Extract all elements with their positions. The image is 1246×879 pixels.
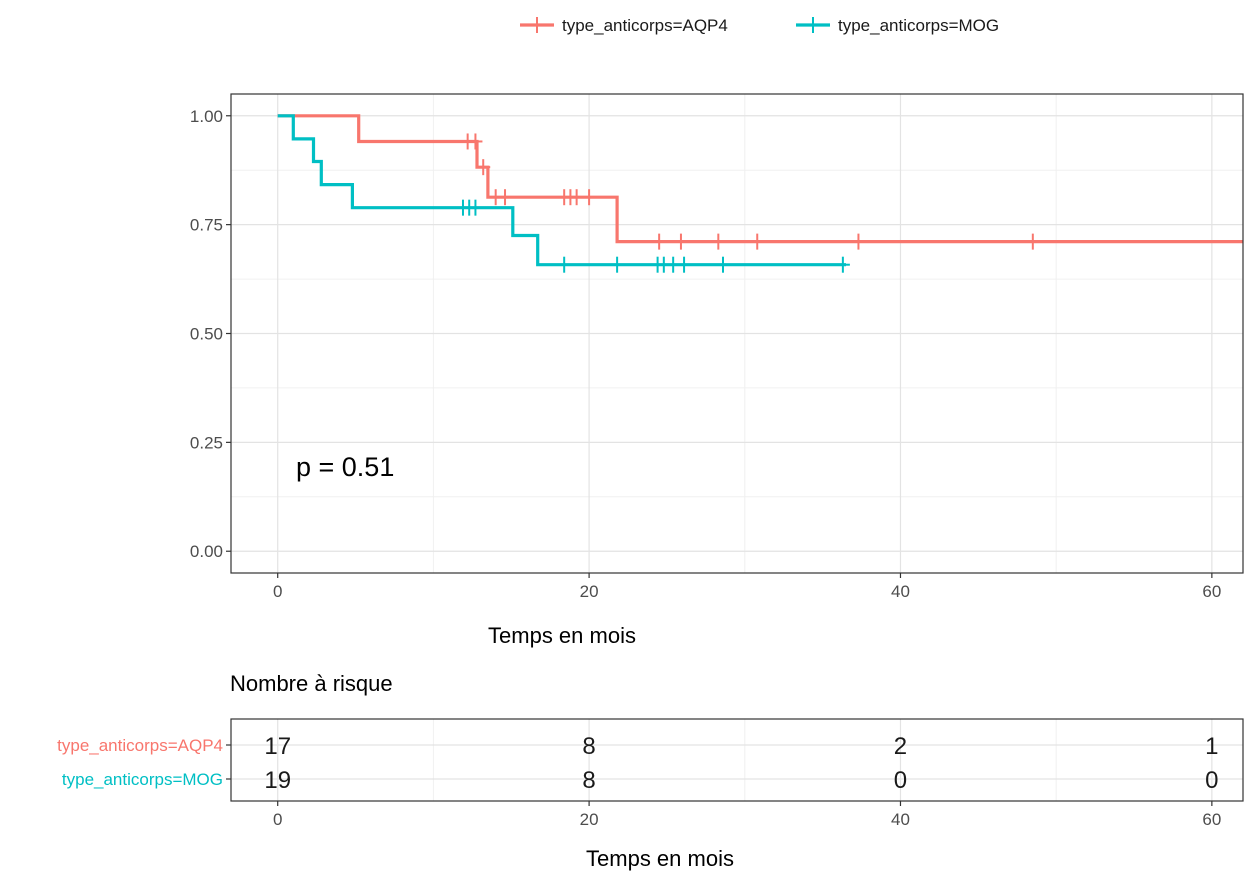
x-axis-title: Temps en mois — [488, 623, 636, 648]
legend-label: type_anticorps=AQP4 — [562, 16, 728, 35]
censor-mark — [652, 233, 667, 250]
censor-mark — [582, 189, 597, 206]
risk-x-tick-label: 40 — [891, 810, 910, 829]
risk-count: 1 — [1205, 733, 1218, 760]
risk-x-tick-label: 60 — [1202, 810, 1221, 829]
risk-table-panel — [231, 719, 1243, 801]
censor-mark — [476, 159, 491, 176]
risk-table-title: Nombre à risque — [230, 671, 393, 696]
censor-mark — [750, 233, 765, 250]
survival-plot: 0 20 40 60 0.00 0.25 0.50 0.75 1.00 p = 0.51 Tem… — [190, 93, 1244, 648]
y-tick-label: 0.75 — [190, 216, 223, 235]
risk-count: 19 — [264, 767, 291, 794]
risk-count: 8 — [582, 767, 595, 794]
y-tick-label: 0.50 — [190, 325, 223, 344]
censor-mark — [673, 233, 688, 250]
y-tick-label: 0.25 — [190, 433, 223, 452]
censor-mark — [835, 256, 850, 273]
censor-mark — [610, 256, 625, 273]
legend-entry-1: type_anticorps=MOG — [796, 16, 999, 35]
risk-x-axis-title: Temps en mois — [586, 846, 734, 871]
risk-count: 2 — [894, 733, 907, 760]
censor-mark — [468, 133, 483, 150]
risk-x-tick-label: 0 — [273, 810, 282, 829]
risk-count: 0 — [1205, 767, 1218, 794]
censor-mark — [498, 189, 513, 206]
risk-count: 8 — [582, 733, 595, 760]
censor-mark — [1025, 233, 1040, 250]
y-tick-label: 0.00 — [190, 542, 223, 561]
legend: type_anticorps=AQP4 type_anticorps=MOG — [520, 16, 999, 35]
risk-table: Nombre à risque 17 8 2 1 19 8 0 0 type_anticorp… — [57, 671, 1244, 871]
censor-mark — [569, 189, 584, 206]
risk-x-tick-label: 20 — [580, 810, 599, 829]
censor-mark — [557, 256, 572, 273]
risk-row-label: type_anticorps=MOG — [62, 770, 223, 789]
censor-mark — [468, 199, 483, 216]
plot-axes: 0 20 40 60 0.00 0.25 0.50 0.75 1.00 — [190, 107, 1221, 601]
x-tick-label: 40 — [891, 582, 910, 601]
plot-series — [277, 114, 1243, 273]
censor-mark — [677, 256, 692, 273]
censor-mark — [711, 233, 726, 250]
y-tick-label: 1.00 — [190, 107, 223, 126]
risk-table-cells: 17 8 2 1 19 8 0 0 — [264, 733, 1218, 794]
p-value-annotation: p = 0.51 — [296, 452, 394, 482]
survival-curve-1 — [277, 114, 846, 267]
legend-label: type_anticorps=MOG — [838, 16, 999, 35]
risk-table-border — [230, 718, 1244, 802]
censor-mark — [851, 233, 866, 250]
plot-grid — [231, 94, 1243, 573]
censor-mark — [715, 256, 730, 273]
risk-row-label: type_anticorps=AQP4 — [57, 736, 223, 755]
risk-count: 17 — [264, 733, 291, 760]
risk-table-grid — [231, 719, 1243, 801]
x-tick-label: 60 — [1202, 582, 1221, 601]
risk-count: 0 — [894, 767, 907, 794]
x-tick-label: 20 — [580, 582, 599, 601]
legend-entry-0: type_anticorps=AQP4 — [520, 16, 728, 35]
x-tick-label: 0 — [273, 582, 282, 601]
